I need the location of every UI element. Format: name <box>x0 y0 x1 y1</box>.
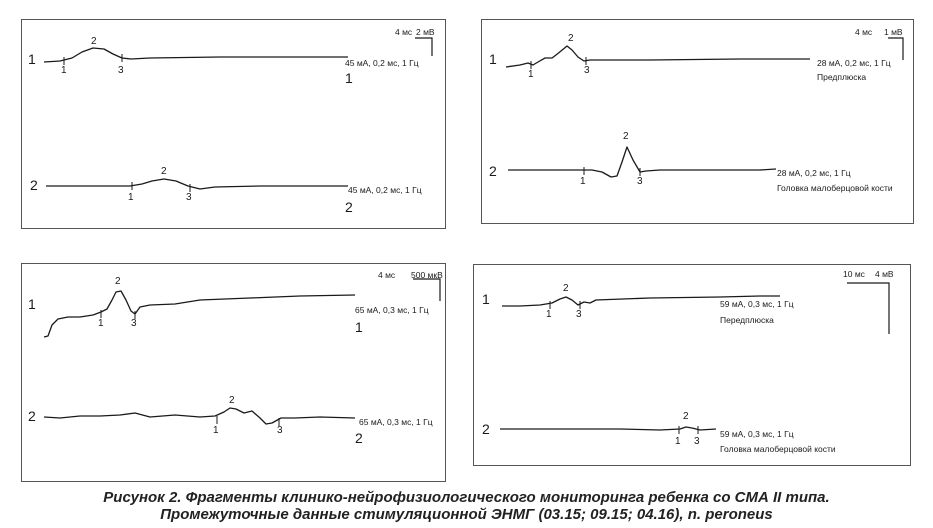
trace-row-label: 1 <box>482 291 490 307</box>
marker-1-label: 1 <box>61 65 67 76</box>
panel-top-left <box>21 19 446 229</box>
stimulation-site: Передплюска <box>720 315 774 325</box>
marker-1-label: 1 <box>128 192 134 203</box>
scale-bar <box>415 37 433 56</box>
marker-3-label: 3 <box>118 65 124 76</box>
marker-2-label: 2 <box>229 395 235 406</box>
scale-amplitude-label: 4 мВ <box>875 269 894 279</box>
marker-2-label: 2 <box>91 36 97 47</box>
trace-row-label: 1 <box>28 296 36 312</box>
scale-amplitude-label: 500 мкВ <box>411 270 443 280</box>
stimulation-site: Головка малоберцовой кости <box>720 444 836 454</box>
marker-2-label: 2 <box>623 131 629 142</box>
stimulation-params: 59 мА, 0,3 мс, 1 Гц <box>720 429 794 439</box>
scale-bar <box>413 278 441 301</box>
trace-row-label: 1 <box>28 51 36 67</box>
stimulation-params: 45 мА, 0,2 мс, 1 Гц <box>348 185 422 195</box>
marker-3-label: 3 <box>277 425 283 436</box>
trace-row-label: 2 <box>30 177 38 193</box>
figure-caption-line-2: Промежуточные данные стимуляционной ЭНМГ… <box>160 506 773 523</box>
waveform-trace <box>46 178 348 190</box>
stimulation-site: Головка малоберцовой кости <box>777 183 893 193</box>
marker-2-label: 2 <box>161 166 167 177</box>
trace-end-label: 1 <box>355 319 363 335</box>
scale-time-label: 4 мс <box>395 27 413 37</box>
stimulation-params: 28 мА, 0,2 мс, 1 Гц <box>817 58 891 68</box>
marker-1-label: 1 <box>546 309 552 320</box>
scale-bar <box>888 37 904 60</box>
scale-time-label: 4 мс <box>378 270 396 280</box>
scale-time-label: 10 мс <box>843 269 865 279</box>
marker-3-label: 3 <box>584 65 590 76</box>
waveform-trace <box>508 146 777 178</box>
marker-3-label: 3 <box>131 318 137 329</box>
marker-3-label: 3 <box>694 436 700 447</box>
stimulation-site: Предплюска <box>817 72 867 82</box>
marker-1-label: 1 <box>580 176 586 187</box>
trace-end-label: 1 <box>345 70 353 86</box>
marker-1-label: 1 <box>675 436 681 447</box>
stimulation-params: 59 мА, 0,3 мс, 1 Гц <box>720 299 794 309</box>
scale-time-label: 4 мс <box>855 27 873 37</box>
figure-caption-line-1: Рисунок 2. Фрагменты клинико-нейрофизиол… <box>103 489 830 506</box>
stimulation-params: 28 мА, 0,2 мс, 1 Гц <box>777 168 851 178</box>
marker-3-label: 3 <box>186 192 192 203</box>
marker-1-label: 1 <box>98 318 104 329</box>
waveform-trace <box>500 426 717 431</box>
trace-end-label: 2 <box>345 199 353 215</box>
marker-2-label: 2 <box>563 283 569 294</box>
stimulation-params: 65 мА, 0,3 мс, 1 Гц <box>355 305 429 315</box>
marker-3-label: 3 <box>576 309 582 320</box>
scale-bar <box>847 282 890 334</box>
waveform-trace <box>43 47 348 63</box>
scale-amplitude-label: 2 мВ <box>416 27 435 37</box>
marker-1-label: 1 <box>213 425 219 436</box>
trace-row-label: 2 <box>482 421 490 437</box>
scale-amplitude-label: 1 мВ <box>884 27 903 37</box>
trace-end-label: 2 <box>355 430 363 446</box>
stimulation-params: 45 мА, 0,2 мс, 1 Гц <box>345 58 419 68</box>
waveform-trace <box>505 45 810 68</box>
waveform-trace <box>502 295 780 307</box>
marker-3-label: 3 <box>637 176 643 187</box>
panel-bottom-left <box>21 263 446 482</box>
waveform-trace <box>43 407 356 425</box>
marker-2-label: 2 <box>683 411 689 422</box>
trace-row-label: 1 <box>489 51 497 67</box>
stimulation-params: 65 мА, 0,3 мс, 1 Гц <box>359 417 433 427</box>
waveform-trace <box>43 290 356 338</box>
trace-row-label: 2 <box>28 408 36 424</box>
marker-2-label: 2 <box>568 33 574 44</box>
trace-row-label: 2 <box>489 163 497 179</box>
panel-top-right <box>481 19 914 224</box>
marker-2-label: 2 <box>115 276 121 287</box>
marker-1-label: 1 <box>528 69 534 80</box>
